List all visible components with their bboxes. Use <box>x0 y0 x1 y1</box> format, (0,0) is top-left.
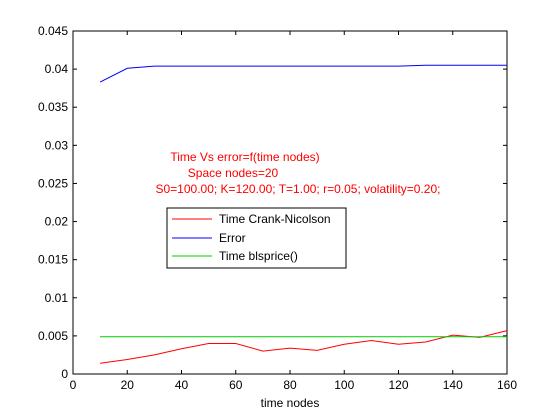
y-tick-label: 0.01 <box>45 291 69 305</box>
legend-label-error: Error <box>219 231 246 245</box>
x-tick-label: 40 <box>175 378 189 392</box>
plot-area <box>72 30 508 375</box>
series-crank-nicolson <box>100 330 508 364</box>
annotation-line-1: Time Vs error=f(time nodes) <box>170 150 319 164</box>
y-tick-label: 0.015 <box>38 253 68 267</box>
legend-label-crank-nicolson: Time Crank-Nicolson <box>219 212 331 226</box>
annotation-line-3: S0=100.00; K=120.00; T=1.00; r=0.05; vol… <box>156 182 441 196</box>
x-axis-title: time nodes <box>261 396 320 410</box>
x-tick-label: 100 <box>334 378 354 392</box>
legend: Time Crank-Nicolson Error Time blsprice(… <box>166 207 347 269</box>
y-tick-label: 0.03 <box>45 138 69 152</box>
x-axis: 0 20 40 60 80 100 120 140 160 <box>70 31 517 392</box>
y-tick-label: 0.02 <box>45 215 69 229</box>
y-tick-label: 0.035 <box>38 100 68 114</box>
annotation-line-2: Space nodes=20 <box>188 166 279 180</box>
x-tick-label: 140 <box>443 378 463 392</box>
y-axis: 0 0.005 0.01 0.015 0.02 0.025 0.03 0.035 0.04 0.0… <box>38 24 507 381</box>
annotation: Time Vs error=f(time nodes) Space nodes=… <box>156 150 441 196</box>
y-tick-label: 0.04 <box>45 62 69 76</box>
y-tick-label: 0 <box>61 367 68 381</box>
y-tick-label: 0.025 <box>38 176 68 190</box>
x-tick-label: 80 <box>283 378 297 392</box>
x-tick-label: 20 <box>121 378 135 392</box>
y-tick-label: 0.005 <box>38 329 68 343</box>
x-tick-label: 0 <box>70 378 77 392</box>
x-tick-label: 160 <box>497 378 517 392</box>
x-tick-label: 60 <box>229 378 243 392</box>
legend-label-blsprice: Time blsprice() <box>219 249 298 263</box>
series-lines <box>99 64 508 364</box>
series-error <box>99 64 507 83</box>
y-tick-label: 0.045 <box>38 24 68 38</box>
x-tick-label: 120 <box>388 378 408 392</box>
